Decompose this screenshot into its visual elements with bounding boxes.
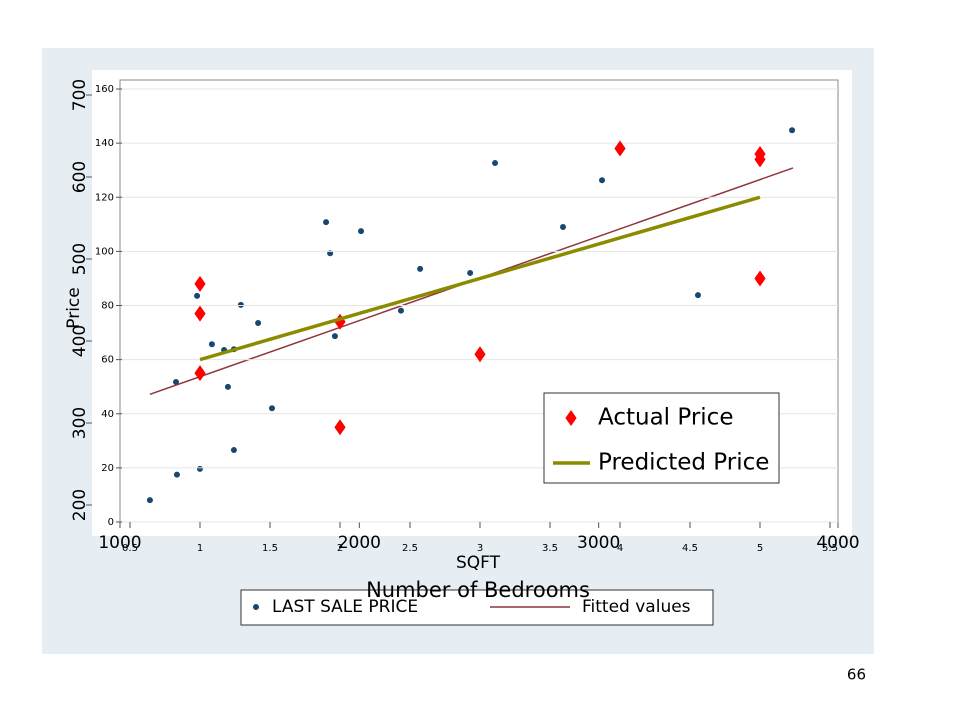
legend-label: LAST SALE PRICE <box>272 597 418 617</box>
point <box>323 219 330 226</box>
x-tick-label: 3.5 <box>542 543 558 554</box>
point <box>417 265 424 272</box>
x-tick-label: 1 <box>197 543 203 554</box>
point <box>397 307 404 314</box>
point <box>789 127 796 134</box>
legend-swatch <box>253 604 259 610</box>
page-number: 66 <box>847 666 866 684</box>
y-tick-label: 40 <box>101 409 114 420</box>
x-tick-label: 4000 <box>816 533 859 553</box>
point <box>230 447 237 454</box>
diamond <box>194 305 206 322</box>
point <box>694 292 701 299</box>
y-tick-label: 200 <box>70 489 90 521</box>
diamond <box>334 419 346 436</box>
y-tick-label: 300 <box>70 407 90 439</box>
x-tick-label: 1000 <box>98 533 141 553</box>
point <box>173 379 180 385</box>
point <box>467 269 474 276</box>
y-tick-label: 80 <box>101 301 114 312</box>
y-tick-label: 140 <box>95 138 114 149</box>
y-tick-label: 400 <box>70 325 90 357</box>
diamond <box>194 275 206 292</box>
legend-label: Predicted Price <box>598 450 769 476</box>
point <box>194 292 201 299</box>
x-tick-label: 4 <box>617 543 623 554</box>
x-axis-title: Number of Bedrooms <box>366 578 590 602</box>
y-tick-label: 700 <box>70 79 90 111</box>
y-tick-label: 600 <box>70 161 90 193</box>
y-tick-label: 120 <box>95 192 114 203</box>
legend-label: Fitted values <box>582 597 691 617</box>
point <box>224 383 231 390</box>
legend-box <box>543 392 780 484</box>
point <box>146 497 153 504</box>
y-tick-label: 20 <box>101 463 114 474</box>
y-tick-label: 160 <box>95 84 114 95</box>
point <box>599 177 606 184</box>
y-tick-label: 60 <box>101 355 114 366</box>
x-tick-label: 4.5 <box>682 543 698 554</box>
x-tick-label: 3000 <box>577 533 620 553</box>
point <box>196 465 203 472</box>
point <box>358 228 365 235</box>
x-tick-label: 2 <box>337 543 343 554</box>
point <box>255 319 262 326</box>
point <box>268 405 275 412</box>
x-tick-label: 2000 <box>338 533 381 553</box>
point <box>208 341 215 348</box>
legend-label: Actual Price <box>598 405 733 431</box>
diamond <box>194 365 206 382</box>
diamond <box>614 140 626 157</box>
diamond <box>474 346 486 363</box>
legend-swatch <box>565 410 577 426</box>
x-tick-label: 0.5 <box>122 543 138 554</box>
point <box>173 471 180 478</box>
y-tick-label: 100 <box>95 246 114 257</box>
point <box>492 160 499 167</box>
y-axis-title: Price <box>64 287 84 328</box>
x-tick-label: 1.5 <box>262 543 278 554</box>
diamond <box>754 270 766 287</box>
point <box>560 224 567 231</box>
x-axis-title: SQFT <box>456 553 501 573</box>
x-tick-label: 5.5 <box>822 543 838 554</box>
diamond <box>754 151 766 168</box>
x-tick-label: 5 <box>757 543 763 554</box>
line <box>199 195 761 362</box>
point <box>237 301 244 308</box>
x-tick-label: 3 <box>477 543 483 554</box>
y-tick-label: 0 <box>108 517 114 528</box>
y-tick-label: 500 <box>70 243 90 275</box>
point <box>331 333 338 340</box>
legend-box <box>240 589 714 626</box>
x-tick-label: 2.5 <box>402 543 418 554</box>
